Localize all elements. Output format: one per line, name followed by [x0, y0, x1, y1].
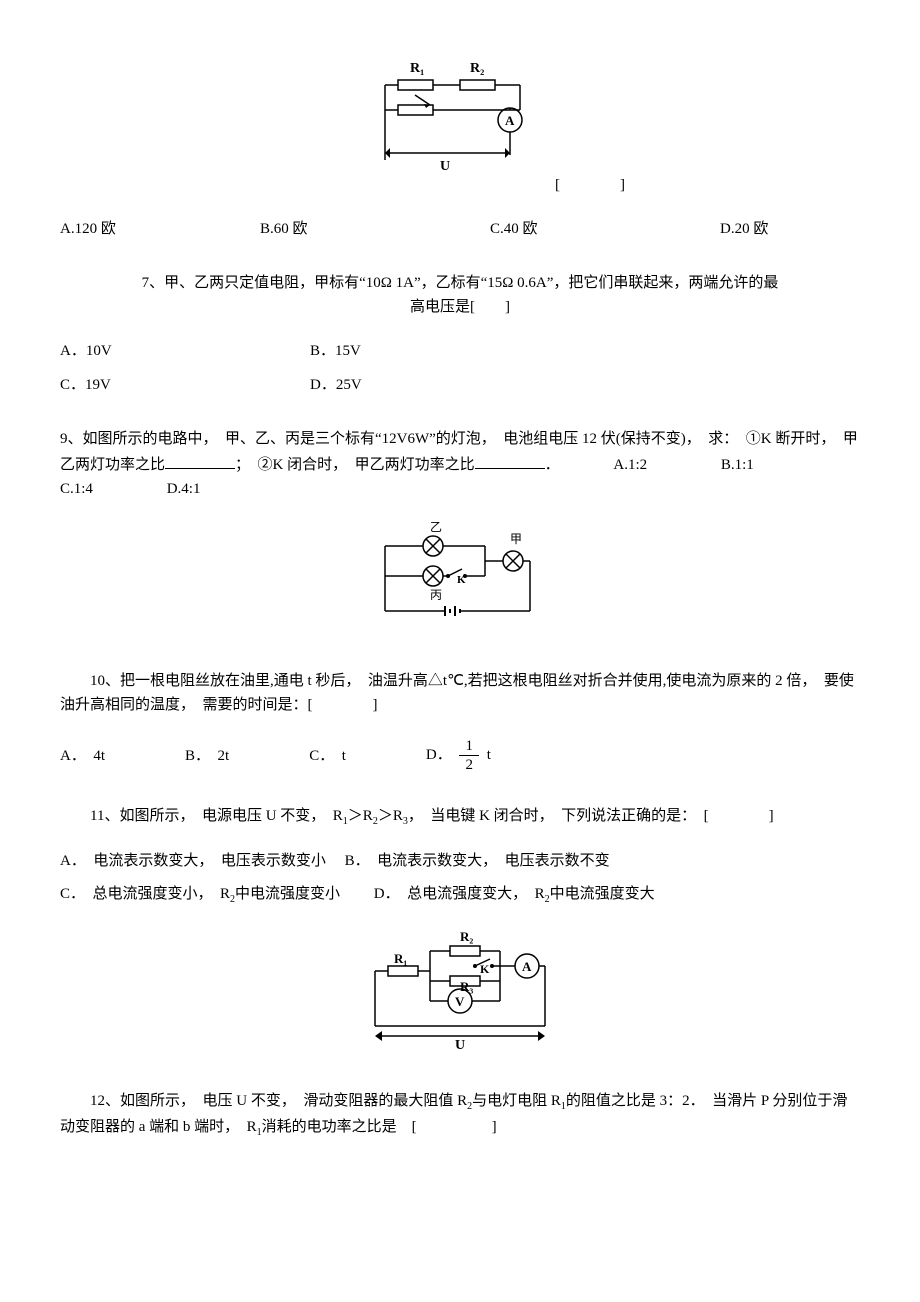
q10-text: 10、把一根电阻丝放在油里,通电 t 秒后， 油温升高△t℃,若把这根电阻丝对折…	[60, 669, 860, 717]
circuit-svg-3: R₂ R₁ R₃ K A V U	[360, 931, 560, 1051]
q10-options: A． 4t B． 2t C． t D． 1 2 t	[60, 737, 860, 774]
svg-text:U: U	[440, 159, 450, 174]
q7-option-a: A．10V	[60, 339, 310, 363]
q7-option-b: B．15V	[310, 339, 860, 363]
svg-text:R₂: R₂	[460, 931, 473, 944]
q10-option-a: A． 4t	[60, 744, 105, 768]
q10-option-d: D． 1 2 t	[426, 737, 491, 774]
svg-text:A: A	[505, 113, 515, 128]
q9-text-3: ．	[545, 457, 560, 473]
svg-text:U: U	[455, 1038, 465, 1051]
q11-block: 11、如图所示， 电源电压 U 不变， R1＞R2＞R3， 当电键 K 闭合时，…	[60, 804, 860, 830]
q11-text: 11、如图所示， 电源电压 U 不变， R1＞R2＞R3， 当电键 K 闭合时，…	[60, 804, 860, 830]
q6-options: A.120 欧 B.60 欧 C.40 欧 D.20 欧	[60, 217, 860, 241]
svg-text:丙: 丙	[430, 588, 442, 602]
q6-option-d: D.20 欧	[720, 217, 860, 241]
q11-option-a: A． 电流表示数变大， 电压表示数变小	[60, 853, 326, 869]
q11-option-b: B． 电流表示数变大， 电压表示数不变	[345, 853, 610, 869]
q11-option-d: D． 总电流强度变大， R2中电流强度变大	[374, 886, 655, 902]
q9-option-d: D.4:1	[167, 481, 201, 497]
q9-text-2: ； ②K 闭合时， 甲乙两灯功率之比	[235, 457, 475, 473]
q12-block: 12、如图所示， 电压 U 不变， 滑动变阻器的最大阻值 R2与电灯电阻 R1的…	[60, 1089, 860, 1141]
q11-option-c: C． 总电流强度变小， R2中电流强度变小	[60, 886, 340, 902]
svg-text:R₁: R₁	[394, 951, 407, 966]
q10-option-c: C． t	[309, 744, 346, 768]
q9-blank-1	[165, 451, 235, 469]
svg-text:甲: 甲	[510, 532, 522, 546]
circuit-diagram-q9: 乙 甲 丙 K	[370, 521, 550, 639]
q7-options: A．10V B．15V C．19V D．25V	[60, 339, 860, 397]
q6-option-b: B.60 欧	[260, 217, 490, 241]
q6-option-c: C.40 欧	[490, 217, 720, 241]
q6-option-a: A.120 欧	[60, 217, 260, 241]
q12-text: 12、如图所示， 电压 U 不变， 滑动变阻器的最大阻值 R2与电灯电阻 R1的…	[60, 1089, 860, 1141]
q10-option-b: B． 2t	[185, 744, 229, 768]
q7-option-d: D．25V	[310, 373, 860, 397]
q9-block: 9、如图所示的电路中， 甲、乙、丙是三个标有“12V6W”的灯泡， 电池组电压 …	[60, 427, 860, 501]
q7-option-c: C．19V	[60, 373, 310, 397]
svg-text:R₂: R₂	[470, 61, 484, 76]
circuit-svg-2: 乙 甲 丙 K	[370, 521, 550, 631]
svg-text:A: A	[522, 959, 532, 974]
q7-text: 7、甲、乙两只定值电阻，甲标有“10Ω 1A”，乙标有“15Ω 0.6A”，把它…	[60, 271, 860, 319]
svg-text:R₁: R₁	[410, 61, 424, 76]
q9-option-c: C.1:4	[60, 481, 93, 497]
q9-option-a: A.1:2	[613, 457, 647, 473]
circuit-diagram-q6: R₁ R₂ A U	[360, 60, 560, 188]
fraction-icon: 1 2	[459, 737, 479, 774]
circuit-svg-1: R₁ R₂ A U	[370, 60, 550, 180]
svg-text:K: K	[480, 962, 490, 976]
svg-text:乙: 乙	[430, 521, 442, 534]
circuit-diagram-q11: R₂ R₁ R₃ K A V U	[360, 931, 560, 1059]
q9-blank-2	[475, 451, 545, 469]
svg-text:V: V	[455, 994, 465, 1009]
q10-block: 10、把一根电阻丝放在油里,通电 t 秒后， 油温升高△t℃,若把这根电阻丝对折…	[60, 669, 860, 717]
q11-options: A． 电流表示数变大， 电压表示数变小 B． 电流表示数变大， 电压表示数不变 …	[60, 845, 860, 911]
q9-option-b: B.1:1	[721, 457, 754, 473]
